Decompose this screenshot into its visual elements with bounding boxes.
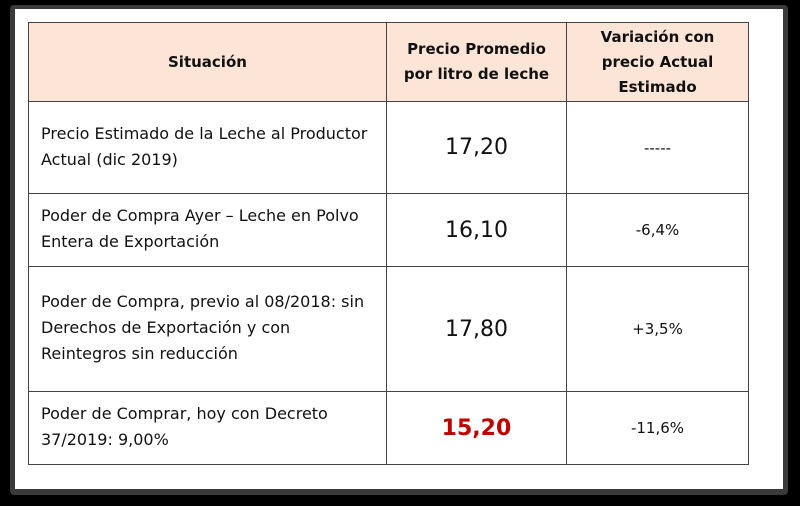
table-row: Poder de Compra, previo al 08/2018: sin … (28, 266, 749, 392)
header-cell: Situación (28, 22, 387, 102)
table-cell: 17,20 (385, 101, 568, 194)
table-row: Precio Estimado de la Leche al Productor… (28, 101, 749, 194)
table-cell: -6,4% (566, 193, 749, 267)
table-body: Precio Estimado de la Leche al Productor… (28, 101, 749, 465)
table-cell: 16,10 (385, 193, 568, 267)
table-row: Poder de Comprar, hoy con Decreto 37/201… (28, 391, 749, 465)
table-cell: Poder de Compra Ayer – Leche en Polvo En… (28, 193, 387, 267)
table-cell: Precio Estimado de la Leche al Productor… (28, 101, 387, 194)
table: Situación Precio Promedio por litro de le… (28, 22, 749, 465)
table-cell: 17,80 (385, 266, 568, 392)
header-cell: Variación con precio Actual Estimado (566, 22, 749, 102)
table-cell: 15,20 (385, 391, 568, 465)
table-row: Poder de Compra Ayer – Leche en Polvo En… (28, 193, 749, 267)
table-cell: +3,5% (566, 266, 749, 392)
header-row: Situación Precio Promedio por litro de le… (28, 22, 749, 102)
table-cell: -11,6% (566, 391, 749, 465)
table-cell: Poder de Compra, previo al 08/2018: sin … (28, 266, 387, 392)
table-cell: Poder de Comprar, hoy con Decreto 37/201… (28, 391, 387, 465)
header-cell: Precio Promedio por litro de leche (385, 22, 568, 102)
table-cell: ----- (566, 101, 749, 194)
